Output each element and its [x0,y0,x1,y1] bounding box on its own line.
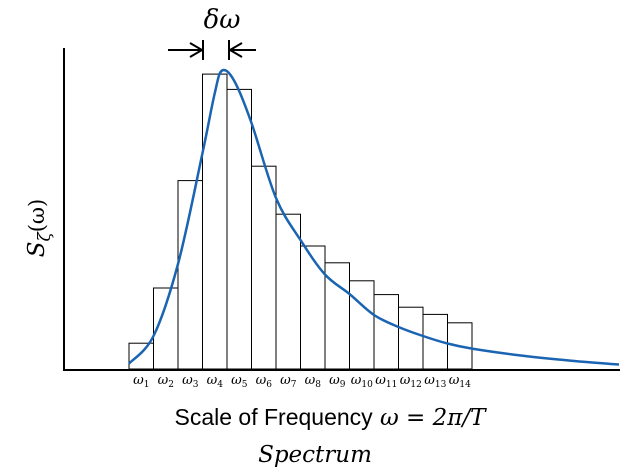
tick-label-ω1: ω1 [133,373,149,390]
bar-ω1 [128,342,154,370]
tick-label-ω10: ω10 [351,373,373,390]
tick-label-ω9: ω9 [329,373,346,390]
tick-label-ω14: ω14 [449,373,471,390]
bar-ω5 [226,88,252,370]
figure-caption: Spectrum [258,442,372,468]
histogram-bars [128,73,473,370]
bar-ω7 [275,213,301,370]
bar-ω12 [398,306,424,370]
svg-text:Sζ(ω): Sζ(ω) [24,199,55,258]
tick-label-ω4: ω4 [207,373,224,390]
y-label-base: S [24,241,50,257]
y-label-arg: (ω) [25,199,49,233]
tick-label-ω6: ω6 [256,373,273,390]
tick-label-ω11: ω11 [375,373,397,390]
x-axis-label: Scale of Frequency ω = 2π/T [175,404,488,431]
tick-label-ω3: ω3 [182,373,199,390]
y-axis-label: Sζ(ω) [24,199,55,258]
y-label-sub: ζ [35,230,55,241]
spectrum-curve [128,68,620,366]
tick-label-ω13: ω13 [424,373,446,390]
bar-ω3 [177,180,203,370]
delta-omega-annotation: δω [168,5,256,60]
bar-ω6 [251,165,277,370]
right-arrowhead [228,42,243,58]
x-label-formula: ω = 2π/T [380,405,487,431]
bar-ω8 [300,245,326,370]
bar-ω11 [373,294,399,370]
x-label-text: Scale of Frequency [175,404,374,430]
tick-label-ω5: ω5 [231,373,248,390]
tick-label-ω7: ω7 [280,373,297,390]
frequency-tick-labels: ω1 ω2 ω3 ω4 ω5 ω6 ω7 ω8 ω9 ω10 ω11 ω12 ω13 ω14 [133,373,471,390]
tick-label-ω8: ω8 [305,373,322,390]
bar-ω4 [202,73,228,370]
tick-label-ω12: ω12 [400,373,422,390]
tick-label-ω2: ω2 [158,373,174,390]
delta-omega-label: δω [204,5,241,35]
bar-ω10 [349,280,375,370]
bar-ω9 [324,262,350,370]
